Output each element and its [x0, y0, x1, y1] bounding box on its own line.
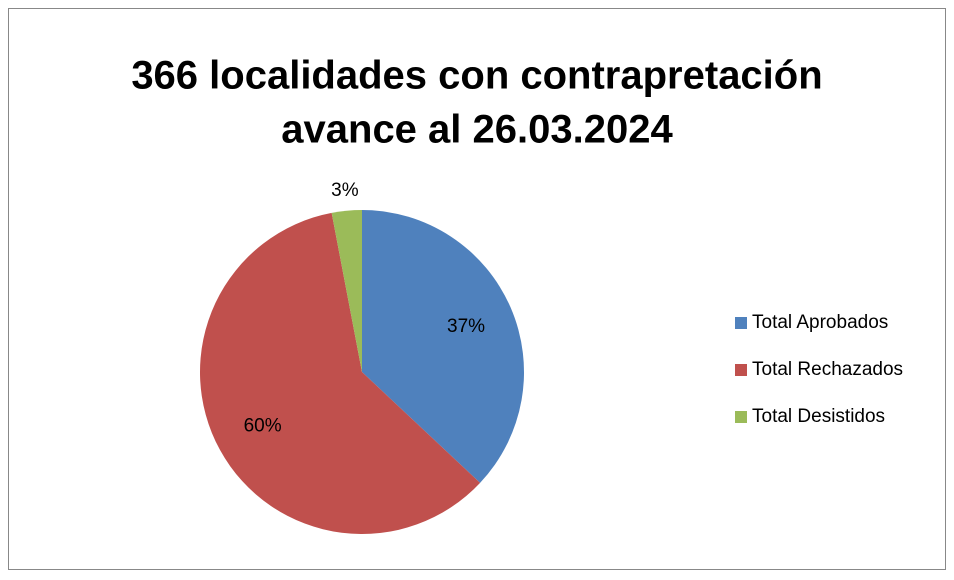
legend-swatch: [735, 317, 747, 329]
pie-slice: [362, 210, 524, 483]
data-label: 3%: [331, 180, 359, 201]
chart-title: avance al 26.03.2024: [281, 108, 673, 152]
legend-label: Total Rechazados: [752, 359, 903, 380]
pie-slice: [200, 212, 481, 535]
pie-slice: [331, 210, 362, 372]
legend-label: Total Aprobados: [752, 312, 888, 333]
chart-title: 366 localidades con contrapretación: [131, 54, 822, 98]
legend-label: Total Desistidos: [752, 406, 885, 427]
data-label: 37%: [447, 316, 485, 337]
legend-swatch: [735, 364, 747, 376]
data-label: 60%: [244, 416, 282, 437]
legend-swatch: [735, 411, 747, 423]
